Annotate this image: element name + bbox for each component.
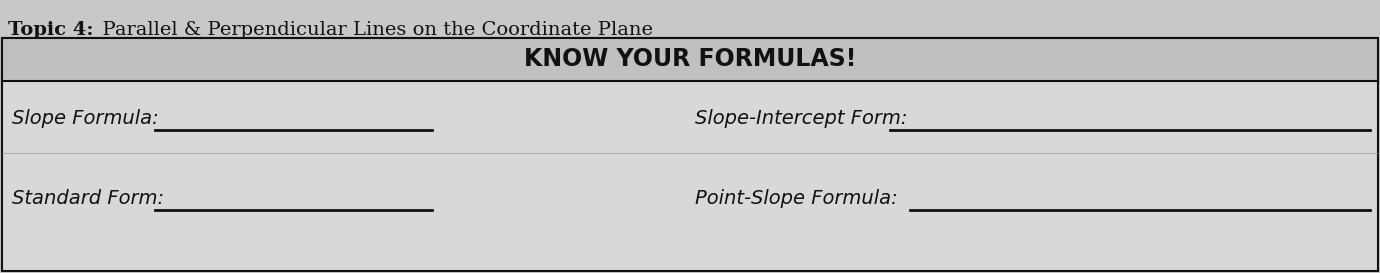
- Text: Slope-Intercept Form:: Slope-Intercept Form:: [696, 108, 908, 127]
- Bar: [1, 38, 1379, 81]
- Text: Point-Slope Formula:: Point-Slope Formula:: [696, 188, 898, 207]
- Text: Topic 4:: Topic 4:: [8, 21, 94, 39]
- Text: Parallel & Perpendicular Lines on the Coordinate Plane: Parallel & Perpendicular Lines on the Co…: [90, 21, 653, 39]
- Text: Standard Form:: Standard Form:: [12, 188, 164, 207]
- Bar: [1, 38, 1379, 271]
- Text: KNOW YOUR FORMULAS!: KNOW YOUR FORMULAS!: [524, 48, 856, 72]
- Text: Slope Formula:: Slope Formula:: [12, 108, 159, 127]
